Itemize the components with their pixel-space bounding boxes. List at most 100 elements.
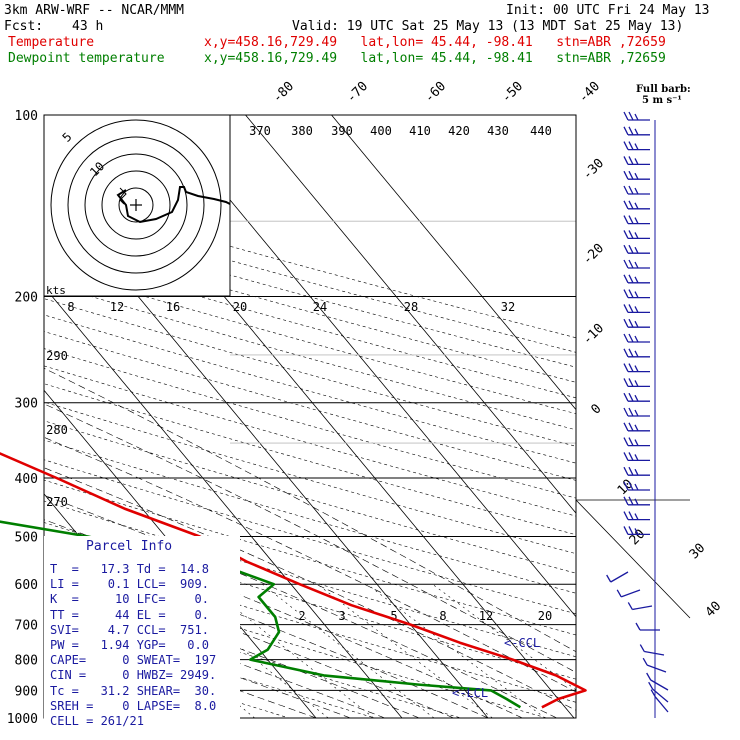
valid-time: Valid: 19 UTC Sat 25 May 13 (13 MDT Sat … (292, 19, 684, 34)
wind-barb (623, 392, 650, 402)
hodograph-units: kts (46, 284, 66, 297)
mixing-ratio-label: 20 (538, 609, 552, 623)
wind-barb (623, 156, 650, 166)
pressure-label: 300 (15, 397, 38, 412)
isotherm-label: 20 (627, 527, 649, 549)
isotherm-label: -50 (499, 79, 526, 106)
wind-barb (623, 526, 650, 536)
pressure-label: 200 (15, 291, 38, 306)
forecast-label: Fcst: (4, 19, 44, 34)
wind-barb (650, 689, 669, 713)
lcl-annotation: <-LCL (452, 686, 488, 700)
theta-label: 290 (46, 349, 68, 363)
pressure-label: 400 (15, 472, 38, 487)
isotherm-label: -10 (580, 321, 607, 348)
temperature-profile (0, 452, 587, 709)
wind-barb (606, 571, 629, 583)
isotherm-label: -40 (576, 79, 603, 106)
speed-axis-label: 16 (166, 300, 180, 314)
forecast-hour: 43 h (72, 19, 104, 34)
plot-frame (43, 114, 577, 719)
dewpoint-station-info: x,y=458.16,729.49 lat,lon= 45.44, -98.41… (204, 51, 666, 66)
isotherm-label: -70 (344, 79, 371, 106)
hodograph-ring (67, 136, 205, 274)
wind-barb (627, 602, 653, 611)
pressure-label: 800 (15, 654, 38, 669)
dry-adiabat (44, 282, 576, 431)
dewpoint-legend-label: Dewpoint temperature (8, 51, 165, 66)
isotherm-label: -20 (580, 241, 607, 268)
wind-legend-value: 5 m s⁻¹ (642, 95, 682, 106)
parcel-info-row: SVI= 4.7 CCL= 751. (50, 622, 209, 637)
parcel-info-row: TT = 44 EL = 0. (50, 607, 209, 622)
wind-barb (623, 481, 650, 491)
wind-legend-title: Full barb: (636, 84, 691, 95)
wind-barb (623, 466, 650, 476)
parcel-info-row: K = 10 LFC= 0. (50, 592, 209, 607)
wind-barb (623, 348, 650, 358)
parcel-info-row: CIN = 0 HWBZ= 2949. (50, 668, 217, 683)
theta-label: 370 (249, 124, 271, 138)
parcel-info-row: PW = 1.94 YGP= 0.0 (50, 638, 209, 652)
parcel-info-title: Parcel Info (86, 539, 173, 554)
hodograph-ring (101, 170, 171, 240)
pressure-label: 1000 (7, 712, 38, 727)
theta-label: 410 (409, 124, 431, 138)
speed-axis-label: 8 (67, 300, 74, 314)
wind-barb (623, 363, 650, 373)
speed-axis-label: 20 (233, 300, 247, 314)
temperature-legend-label: Temperature (8, 35, 95, 50)
hodograph-trace (116, 186, 231, 224)
wind-barb (623, 407, 650, 417)
theta-label: 400 (370, 124, 392, 138)
mixing-ratio-label: 2 (298, 609, 305, 623)
isotherm-label: -60 (422, 79, 449, 106)
moist-adiabat (44, 467, 576, 711)
theta-label: 280 (46, 423, 68, 437)
isotherm-label: 40 (703, 599, 725, 621)
mixing-ratio-label: 8 (439, 609, 446, 623)
isotherm-label: -30 (580, 156, 607, 183)
hodograph-ring (84, 153, 188, 257)
theta-label: 430 (487, 124, 509, 138)
speed-axis-label: 24 (313, 300, 327, 314)
wind-barb (623, 170, 650, 180)
wind-barb (616, 589, 641, 598)
pressure-label: 600 (15, 578, 38, 593)
theta-label: 380 (291, 124, 313, 138)
hodograph-ring (50, 119, 222, 291)
edge-line (575, 499, 691, 619)
theta-label: 390 (331, 124, 353, 138)
mixing-ratio-label: 3 (338, 609, 345, 623)
wind-barb (623, 200, 650, 210)
wind-barb (623, 318, 650, 328)
wind-barb (642, 657, 667, 673)
pressure-label: 500 (15, 530, 38, 545)
pressure-label: 700 (15, 619, 38, 634)
wind-barb (623, 437, 650, 447)
pressure-label: 900 (15, 684, 38, 699)
theta-label: 420 (448, 124, 470, 138)
wind-barb (623, 215, 650, 225)
parcel-info-row: LI = 0.1 LCL= 909. (50, 577, 209, 592)
theta-label: 440 (530, 124, 552, 138)
wind-barb (623, 511, 650, 521)
wind-barb (646, 672, 669, 691)
parcel-info-row: CAPE= 0 SWEAT= 197 (50, 653, 217, 668)
pressure-label: 100 (15, 109, 38, 124)
isotherm-label: 30 (687, 541, 709, 563)
hodograph: 510 (43, 114, 231, 297)
moist-adiabat (44, 594, 385, 718)
wind-barb (623, 333, 650, 343)
dry-adiabat (44, 459, 576, 615)
wind-barb (623, 141, 650, 151)
wind-barb (635, 622, 660, 631)
ccl-annotation: <-CCL (504, 636, 540, 650)
speed-axis-label: 32 (501, 300, 515, 314)
parcel-info-row: CELL = 261/21 (50, 714, 144, 728)
wind-barb (623, 185, 650, 195)
speed-axis-label: 28 (404, 300, 418, 314)
model-title: 3km ARW-WRF -- NCAR/MMM (4, 3, 185, 18)
wind-barb (623, 496, 650, 506)
isotherm-line (245, 115, 576, 514)
